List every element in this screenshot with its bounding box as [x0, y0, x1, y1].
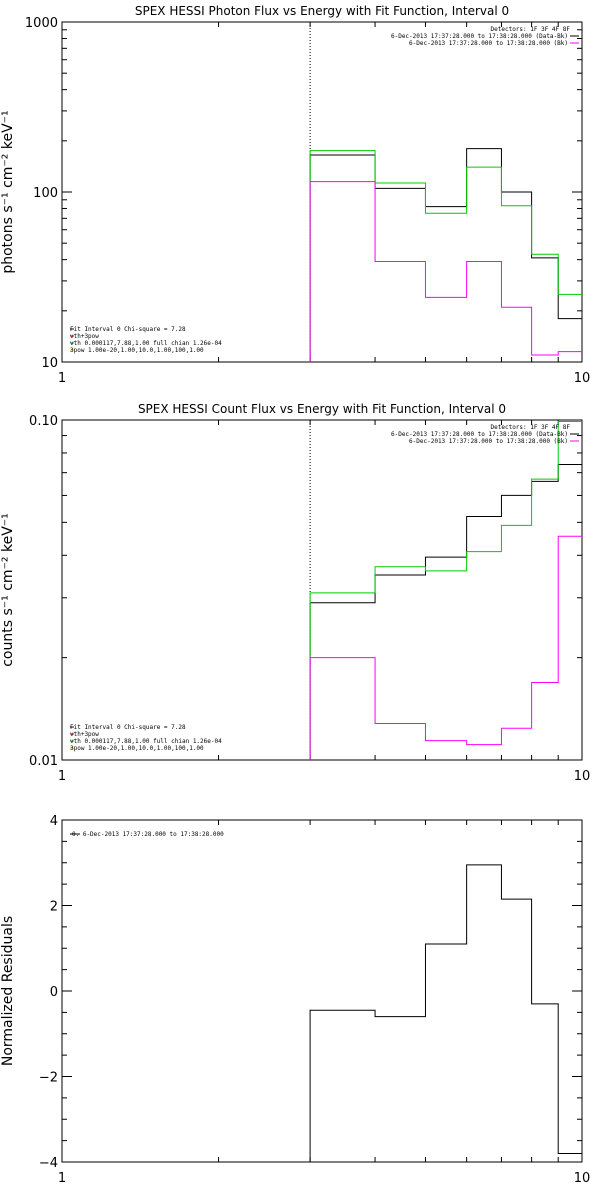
- series-line-1: [309, 420, 582, 760]
- y-tick-label: 0.10: [29, 414, 58, 429]
- legend-entry: 6-Dec-2013 17:37:28.000 to 17:38:28.000 …: [391, 33, 568, 40]
- x-tick-label: 1: [58, 769, 66, 784]
- legend-entry: 6-Dec-2013 17:37:28.000 to 17:38:28.000 …: [409, 40, 568, 47]
- plot-frame: [61, 419, 583, 761]
- x-tick-label: 1: [58, 371, 66, 386]
- x-tick-label: 10: [574, 769, 591, 784]
- y-tick-label: 4: [50, 814, 58, 829]
- chart-title: SPEX HESSI Count Flux vs Energy with Fit…: [138, 402, 506, 416]
- fit-info-text: Fit Interval 0 Chi-square = 7.28: [70, 724, 186, 731]
- x-tick-label: 1: [58, 1171, 66, 1186]
- fit-info-text: Fit Interval 0 Chi-square = 7.28: [70, 326, 186, 333]
- series-line-1: [309, 150, 582, 362]
- y-tick-label: 10: [41, 356, 58, 371]
- y-axis-label: Normalized Residuals: [0, 916, 16, 1066]
- y-tick-label: −2: [39, 1071, 58, 1086]
- y-axis-label: photons s⁻¹ cm⁻² keV⁻¹: [0, 110, 16, 273]
- fit-info-text: vth+3pow: [70, 731, 99, 738]
- series-line-2: [309, 181, 582, 362]
- fit-info-text: vth 0.000117,7.88,1.00 full chian 1.26e-…: [70, 340, 222, 347]
- legend-entry: 6-Dec-2013 17:37:28.000 to 17:38:28.000 …: [409, 438, 568, 445]
- chart-panel-1: SPEX HESSI Count Flux vs Energy with Fit…: [0, 402, 590, 784]
- y-tick-label: 100: [33, 186, 58, 201]
- series-line-2: [309, 535, 582, 760]
- chart-panel-0: SPEX HESSI Photon Flux vs Energy with Fi…: [0, 4, 590, 386]
- y-tick-label: 0.01: [29, 754, 58, 769]
- y-tick-label: 0: [50, 985, 58, 1000]
- y-tick-label: 2: [50, 900, 58, 915]
- fit-info-text: vth+3pow: [70, 333, 99, 340]
- series-line-0: [309, 148, 582, 362]
- y-axis-label: counts s⁻¹ cm⁻² keV⁻¹: [0, 513, 16, 667]
- legend-entry: 0. 6-Dec-2013 17:37:28.000 to 17:38:28.0…: [72, 831, 224, 838]
- y-tick-label: −4: [39, 1156, 58, 1171]
- y-tick-label: 1000: [25, 16, 58, 31]
- legend-entry: 6-Dec-2013 17:37:28.000 to 17:38:28.000 …: [391, 431, 568, 438]
- plot-frame: [61, 819, 583, 1163]
- chart-panel-2: 1 10 −4 −2 0 2 4 Normalized Residuals 0. 6-Dec-2…: [0, 814, 590, 1186]
- series-line-0: [309, 463, 582, 760]
- legend-header: Detectors: 1F 3F 4F 8F: [491, 26, 571, 33]
- chart-title: SPEX HESSI Photon Flux vs Energy with Fi…: [135, 4, 509, 18]
- series-line-0: [309, 864, 582, 1162]
- fit-info-text: 3pow 1.00e-20,1.00,10.0,1.00,100,1.00: [70, 347, 204, 354]
- x-tick-label: 10: [574, 371, 591, 386]
- x-tick-label: 10: [574, 1171, 591, 1186]
- fit-info-text: 3pow 1.00e-20,1.00,10.0,1.00,100,1.00: [70, 745, 204, 752]
- fit-info-text: vth 0.000117,7.88,1.00 full chian 1.26e-…: [70, 738, 222, 745]
- legend-header: Detectors: 1F 3F 4F 8F: [491, 424, 571, 431]
